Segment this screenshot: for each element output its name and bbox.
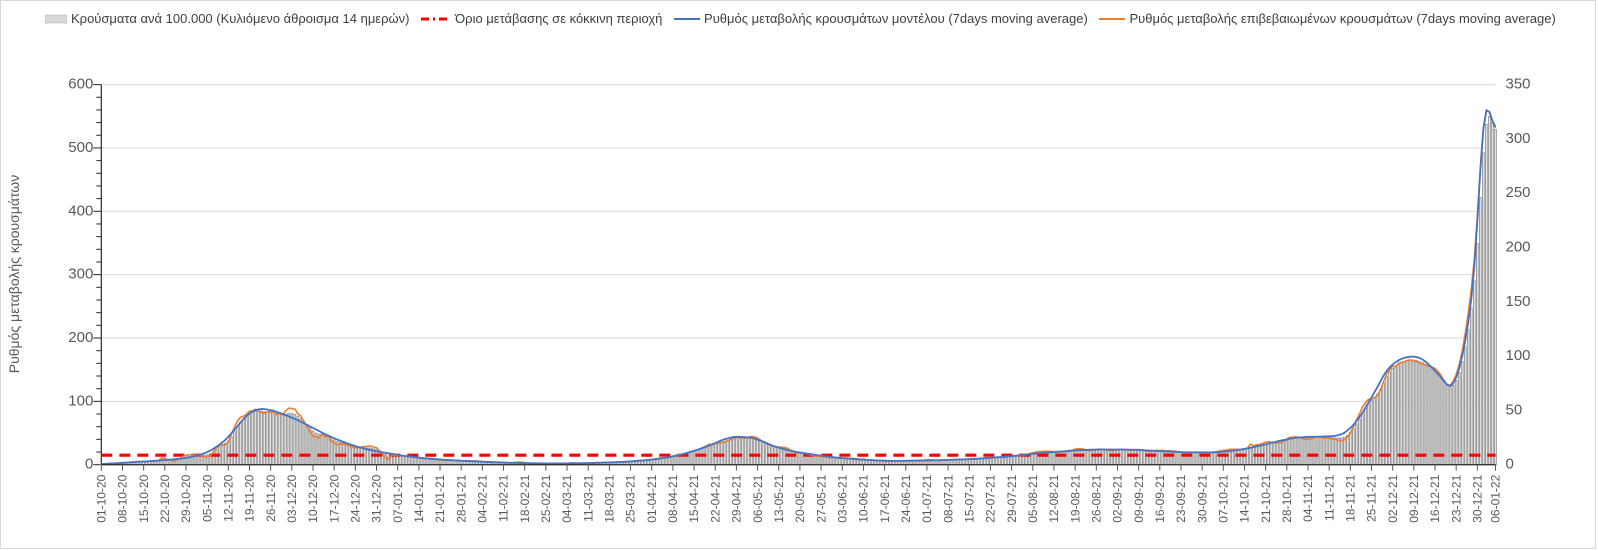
- svg-text:11-03-21: 11-03-21: [581, 474, 595, 521]
- svg-text:24-12-20: 24-12-20: [349, 474, 363, 522]
- svg-text:03-12-20: 03-12-20: [285, 474, 299, 522]
- svg-text:25-02-21: 25-02-21: [539, 474, 553, 522]
- svg-text:25-11-21: 25-11-21: [1365, 474, 1379, 521]
- svg-text:12-11-20: 12-11-20: [222, 474, 236, 521]
- svg-text:02-12-21: 02-12-21: [1386, 474, 1400, 522]
- svg-text:06-01-22: 06-01-22: [1489, 474, 1503, 522]
- svg-text:200: 200: [68, 329, 93, 346]
- svg-text:0: 0: [1506, 456, 1514, 473]
- svg-text:08-10-20: 08-10-20: [116, 474, 130, 522]
- svg-text:06-05-21: 06-05-21: [751, 474, 765, 522]
- svg-text:200: 200: [1506, 239, 1531, 256]
- svg-text:250: 250: [1506, 184, 1531, 201]
- svg-text:18-11-21: 18-11-21: [1344, 474, 1358, 521]
- svg-text:21-01-21: 21-01-21: [433, 474, 447, 522]
- svg-text:19-08-21: 19-08-21: [1068, 474, 1082, 522]
- svg-text:29-07-21: 29-07-21: [1005, 474, 1019, 522]
- svg-text:28-10-21: 28-10-21: [1280, 474, 1294, 522]
- svg-text:04-02-21: 04-02-21: [476, 474, 490, 522]
- svg-text:300: 300: [1506, 130, 1531, 147]
- svg-text:16-09-21: 16-09-21: [1153, 474, 1167, 522]
- svg-text:12-08-21: 12-08-21: [1047, 474, 1061, 522]
- svg-text:22-04-21: 22-04-21: [708, 474, 722, 522]
- svg-text:07-10-21: 07-10-21: [1217, 474, 1231, 522]
- svg-text:25-03-21: 25-03-21: [624, 474, 638, 522]
- svg-text:400: 400: [68, 202, 93, 219]
- svg-text:100: 100: [68, 392, 93, 409]
- svg-text:09-12-21: 09-12-21: [1407, 474, 1421, 522]
- svg-text:04-03-21: 04-03-21: [560, 474, 574, 522]
- svg-text:30-09-21: 30-09-21: [1195, 474, 1209, 522]
- svg-text:18-03-21: 18-03-21: [603, 474, 617, 522]
- svg-text:18-02-21: 18-02-21: [518, 474, 532, 522]
- svg-text:0: 0: [85, 456, 93, 473]
- svg-text:11-11-21: 11-11-21: [1322, 474, 1336, 521]
- svg-text:15-04-21: 15-04-21: [687, 474, 701, 522]
- svg-text:50: 50: [1506, 401, 1523, 418]
- svg-text:01-04-21: 01-04-21: [645, 474, 659, 522]
- svg-text:28-01-21: 28-01-21: [454, 474, 468, 522]
- svg-text:22-10-20: 22-10-20: [158, 474, 172, 522]
- svg-text:11-02-21: 11-02-21: [497, 474, 511, 521]
- svg-text:26-08-21: 26-08-21: [1089, 474, 1103, 522]
- svg-text:100: 100: [1506, 347, 1531, 364]
- svg-text:03-06-21: 03-06-21: [835, 474, 849, 522]
- svg-text:07-01-21: 07-01-21: [391, 474, 405, 522]
- svg-text:01-07-21: 01-07-21: [920, 474, 934, 522]
- svg-text:09-09-21: 09-09-21: [1132, 474, 1146, 522]
- svg-text:05-08-21: 05-08-21: [1026, 474, 1040, 522]
- svg-text:19-11-20: 19-11-20: [243, 474, 257, 521]
- svg-text:350: 350: [1506, 76, 1531, 93]
- svg-text:13-05-21: 13-05-21: [772, 474, 786, 522]
- svg-text:10-06-21: 10-06-21: [857, 474, 871, 522]
- svg-text:600: 600: [68, 76, 93, 93]
- svg-text:30-12-21: 30-12-21: [1471, 474, 1485, 522]
- svg-text:14-01-21: 14-01-21: [412, 474, 426, 522]
- svg-text:26-11-20: 26-11-20: [264, 474, 278, 521]
- svg-text:21-10-21: 21-10-21: [1259, 474, 1273, 522]
- svg-text:17-12-20: 17-12-20: [327, 474, 341, 522]
- svg-text:16-12-21: 16-12-21: [1428, 474, 1442, 522]
- svg-text:05-11-20: 05-11-20: [200, 474, 214, 521]
- svg-text:24-06-21: 24-06-21: [899, 474, 913, 522]
- svg-text:02-09-21: 02-09-21: [1111, 474, 1125, 522]
- svg-text:150: 150: [1506, 293, 1531, 310]
- svg-text:01-10-20: 01-10-20: [95, 474, 109, 522]
- svg-text:08-04-21: 08-04-21: [666, 474, 680, 522]
- svg-text:23-12-21: 23-12-21: [1449, 474, 1463, 522]
- svg-text:14-10-21: 14-10-21: [1238, 474, 1252, 522]
- svg-text:29-04-21: 29-04-21: [730, 474, 744, 522]
- svg-text:20-05-21: 20-05-21: [793, 474, 807, 522]
- svg-text:300: 300: [68, 266, 93, 283]
- svg-text:08-07-21: 08-07-21: [941, 474, 955, 522]
- svg-text:Ρυθμός μεταβολής κρουσμάτων: Ρυθμός μεταβολής κρουσμάτων: [6, 175, 22, 373]
- svg-text:15-07-21: 15-07-21: [962, 474, 976, 522]
- svg-text:31-12-20: 31-12-20: [370, 474, 384, 522]
- svg-text:23-09-21: 23-09-21: [1174, 474, 1188, 522]
- svg-text:500: 500: [68, 139, 93, 156]
- svg-text:22-07-21: 22-07-21: [984, 474, 998, 522]
- svg-text:17-06-21: 17-06-21: [878, 474, 892, 522]
- svg-text:10-12-20: 10-12-20: [306, 474, 320, 522]
- svg-text:29-10-20: 29-10-20: [179, 474, 193, 522]
- svg-text:15-10-20: 15-10-20: [137, 474, 151, 522]
- svg-text:27-05-21: 27-05-21: [814, 474, 828, 522]
- svg-text:04-11-21: 04-11-21: [1301, 474, 1315, 521]
